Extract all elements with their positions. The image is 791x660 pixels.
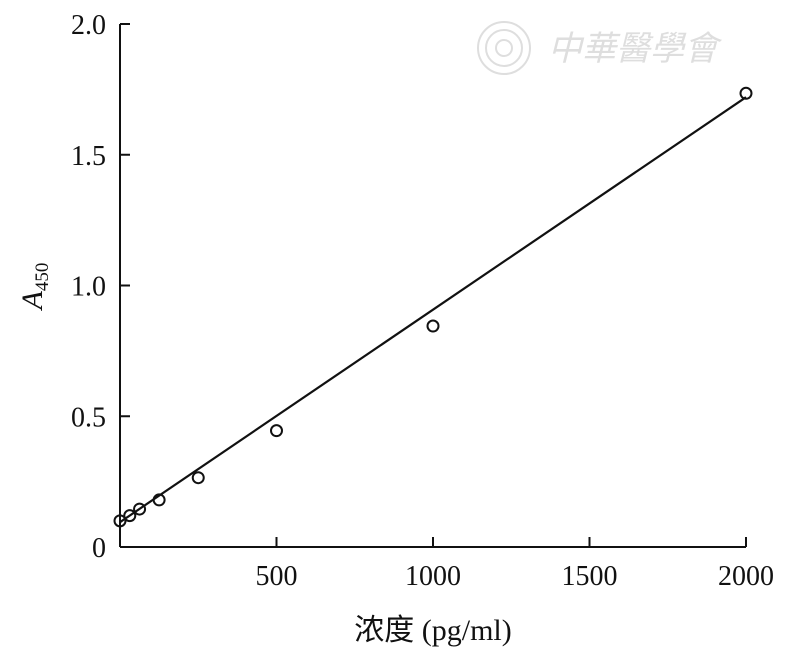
data-point — [123, 509, 137, 523]
y-tick-label: 2.0 — [71, 10, 106, 41]
data-point — [191, 471, 205, 485]
data-point — [739, 86, 753, 100]
y-axis-ticks: 0 0.5 1.0 1.5 2.0 — [71, 10, 130, 564]
y-tick-label: 0 — [92, 533, 106, 564]
data-point — [133, 502, 147, 516]
y-axis-title: A450 — [16, 263, 53, 312]
x-tick-label: 500 — [256, 561, 298, 592]
data-point — [270, 424, 283, 438]
data-point — [152, 493, 166, 507]
y-tick-label: 0.5 — [71, 402, 106, 433]
watermark-text: 中華醫學會 — [548, 29, 723, 69]
x-tick-label: 1500 — [562, 561, 618, 592]
x-tick-label: 1000 — [405, 561, 461, 592]
y-tick-label: 1.5 — [71, 141, 106, 172]
x-axis-title: 浓度 (pg/ml) — [354, 614, 512, 647]
x-tick-label: 2000 — [718, 561, 774, 592]
y-tick-label: 1.0 — [71, 272, 106, 303]
y-axis-title-subscript: 450 — [32, 263, 53, 292]
data-point — [426, 319, 440, 333]
data-points — [113, 86, 753, 528]
fit-line — [119, 96, 747, 524]
y-axis-title-main: A — [16, 290, 49, 311]
data-point — [113, 514, 127, 528]
watermark-seal-icon — [477, 21, 531, 75]
x-axis-ticks: 500 1000 1500 2000 — [256, 537, 774, 592]
watermark: 中華醫學會 — [477, 21, 723, 75]
